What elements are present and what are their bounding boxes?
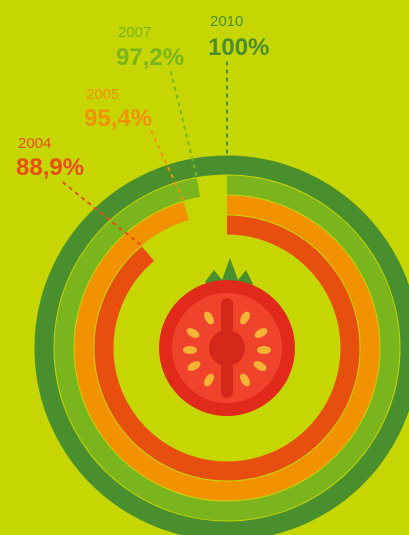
ring-2010 [34,155,409,535]
tomato-icon [159,258,295,416]
year-label-2005: 2005 [86,86,119,103]
value-label-2007: 97,2% [116,44,184,71]
value-label-2004: 88,9% [16,154,84,181]
ring-2005 [74,195,380,501]
value-label-2010: 100% [208,34,269,61]
leader-lines [59,59,228,246]
value-label-2005: 95,4% [84,105,152,132]
year-label-2010: 2010 [210,13,243,30]
year-label-2004: 2004 [18,135,51,152]
leader-line-2007 [169,67,198,177]
year-label-2007: 2007 [118,24,151,41]
ring-series [34,155,409,535]
leader-line-2004 [59,179,142,246]
ring-2007 [54,175,400,521]
ring-2004 [94,215,360,481]
leader-line-2005 [149,127,184,201]
